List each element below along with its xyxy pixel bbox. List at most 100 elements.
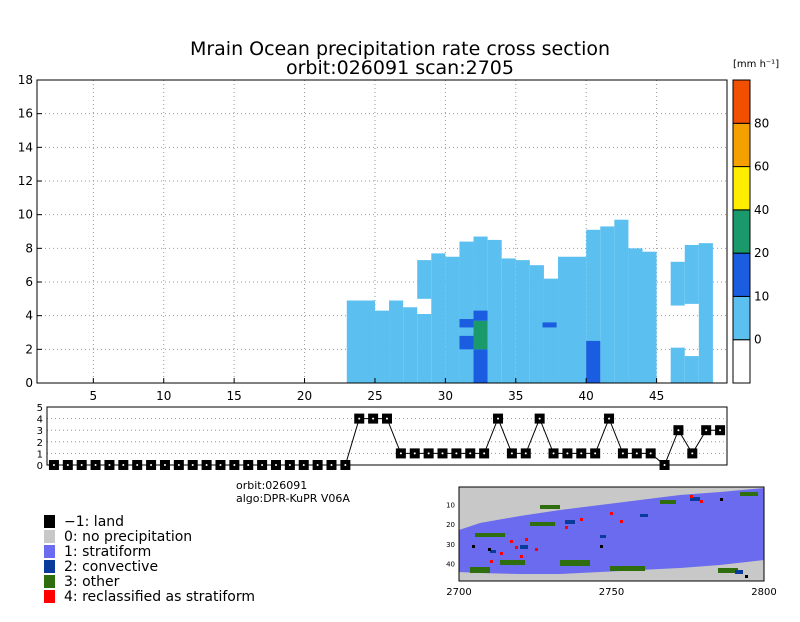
- precip-cell: [346, 300, 375, 383]
- precip-cell: [542, 322, 557, 328]
- precip-cell: [614, 219, 629, 383]
- map-other-patch: [500, 560, 525, 565]
- map-other-patch: [610, 566, 645, 571]
- x-tick-label: 35: [508, 389, 523, 403]
- algorithm-info: algo:DPR-KuPR V06A: [236, 492, 350, 505]
- map-reclassified-dot: [610, 512, 613, 515]
- colorbar-tick-label: 80: [754, 116, 769, 130]
- type-strip-markers: [48, 413, 726, 470]
- precip-cell: [487, 239, 502, 383]
- map-x-tick-label: 2700: [446, 587, 471, 598]
- type-marker-dot: [386, 417, 388, 420]
- precip-cell: [670, 261, 685, 306]
- y-tick-label: 8: [25, 241, 33, 255]
- type-map-axes: 2700 2750 2800 10 20 30 40: [446, 502, 777, 598]
- legend-label: 0: no precipitation: [64, 529, 192, 545]
- legend-label: 1: stratiform: [64, 544, 151, 560]
- map-convective-patch: [640, 514, 648, 517]
- type-marker-dot: [358, 417, 361, 420]
- x-tick-label: 5: [90, 389, 98, 403]
- map-other-patch: [740, 492, 758, 496]
- type-marker-dot: [247, 464, 250, 466]
- map-land-speck: [600, 545, 603, 548]
- type-marker-dot: [372, 417, 375, 420]
- precip-cell: [473, 349, 488, 383]
- map-stratiform-region: [459, 488, 764, 574]
- colorbar-bin: [732, 252, 751, 297]
- precip-cell: [459, 319, 474, 328]
- colorbar-bin: [732, 122, 751, 168]
- type-marker-dot: [635, 452, 638, 455]
- map-convective-patch: [690, 497, 700, 501]
- type-marker-dot: [483, 452, 486, 455]
- type-marker-dot: [191, 464, 194, 466]
- cross-section-panel: 0 2 4 6 8 10 12 14 16 18 5 10 15 20 25 30 35 40 45: [18, 73, 728, 403]
- y-tick-label: 12: [18, 174, 33, 188]
- precip-cell: [600, 226, 615, 383]
- x-tick-label: 45: [649, 389, 664, 403]
- precip-cell: [670, 347, 685, 383]
- y-tick-label: 0: [25, 376, 33, 390]
- legend-swatch: [44, 575, 55, 588]
- precip-cell: [389, 300, 404, 383]
- map-land-speck: [472, 545, 475, 548]
- type-marker-dot: [80, 464, 83, 466]
- precip-cell: [543, 278, 559, 383]
- y-tick-label: 10: [18, 208, 33, 222]
- map-x-tick-label: 2750: [599, 587, 624, 598]
- colorbar-bin: [732, 339, 751, 384]
- type-marker-dot: [691, 452, 694, 455]
- map-other-patch: [540, 505, 560, 509]
- type-marker-dot: [66, 464, 69, 466]
- type-marker-dot: [288, 464, 291, 466]
- x-tick-label: 20: [297, 389, 312, 403]
- type-marker-dot: [399, 452, 402, 455]
- type-marker-dot: [177, 464, 180, 466]
- y-tick-label: 16: [18, 107, 33, 121]
- legend-swatch: [44, 545, 55, 558]
- precip-cell: [628, 248, 643, 383]
- type-marker-dot: [552, 452, 555, 455]
- type-marker-dot: [344, 464, 347, 466]
- x-tick-label: 30: [438, 389, 453, 403]
- precip-cell: [698, 243, 713, 383]
- map-reclassified-dot: [580, 518, 583, 521]
- type-marker-dot: [677, 429, 680, 432]
- type-marker-dot: [497, 417, 500, 420]
- map-other-patch: [560, 560, 590, 566]
- cross-section-y-axis: 0 2 4 6 8 10 12 14 16 18: [18, 73, 42, 390]
- precip-cell: [515, 260, 530, 383]
- strip-y-tick-label: 5: [37, 403, 43, 414]
- map-convective-patch: [490, 550, 496, 553]
- type-marker-dot: [663, 464, 666, 466]
- cross-section-frame: [36, 79, 728, 384]
- type-marker-dot: [719, 429, 722, 432]
- precip-cell: [684, 244, 699, 304]
- strip-y-tick-label: 3: [37, 426, 43, 437]
- type-marker-dot: [455, 452, 458, 455]
- type-marker-dot: [566, 452, 569, 455]
- strip-y-tick-label: 1: [37, 449, 43, 460]
- colorbar-tick-label: 0: [754, 333, 762, 347]
- precip-cell: [558, 256, 587, 383]
- y-tick-label: 4: [25, 309, 33, 323]
- type-marker-dot: [316, 464, 319, 466]
- map-other-patch: [475, 533, 505, 537]
- type-marker-dot: [427, 452, 430, 455]
- map-land-speck: [745, 575, 748, 578]
- type-marker-dot: [608, 417, 611, 420]
- chart-title: Mrain Ocean precipitation rate cross sec…: [190, 38, 610, 60]
- colorbar-tick-label: 60: [754, 160, 769, 174]
- legend-label: 2: convective: [64, 559, 158, 575]
- type-map-panel: 2700 2750 2800 10 20 30 40: [446, 486, 777, 598]
- y-tick-label: 18: [18, 73, 33, 87]
- map-y-tick-label: 10: [446, 502, 455, 510]
- precip-cell: [473, 310, 488, 321]
- colorbar-ticks: 0 10 20 40 60 80: [754, 116, 769, 346]
- map-reclassified-dot: [500, 552, 503, 555]
- type-marker-dot: [150, 464, 153, 466]
- colorbar: [mm h⁻¹] 0 10 20 40 60 80: [732, 59, 779, 384]
- type-marker-dot: [621, 452, 624, 455]
